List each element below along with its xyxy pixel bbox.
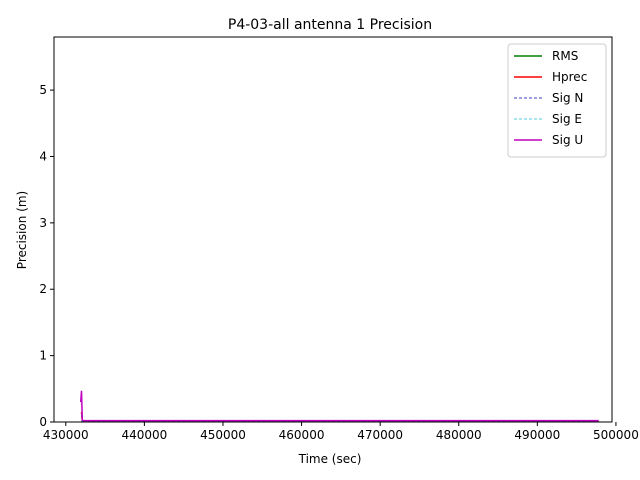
legend-label: RMS [552, 49, 578, 63]
x-tick-label: 460000 [279, 428, 325, 442]
x-tick-label: 430000 [43, 428, 89, 442]
legend-label: Sig N [552, 91, 583, 105]
y-tick-label: 5 [39, 83, 47, 97]
x-tick-label: 480000 [436, 428, 482, 442]
legend: RMS Hprec Sig N Sig E Sig U [507, 43, 607, 158]
plot-area [79, 390, 599, 423]
y-tick-label: 1 [39, 349, 47, 363]
y-axis: 0 1 2 3 4 5 [39, 83, 54, 429]
chart-title: P4-03-all antenna 1 Precision [228, 17, 432, 33]
x-tick-label: 500000 [593, 428, 639, 442]
x-tick-label: 440000 [121, 428, 167, 442]
legend-label: Hprec [552, 70, 587, 84]
y-axis-label: Precision (m) [15, 191, 29, 269]
x-tick-label: 490000 [514, 428, 560, 442]
y-tick-label: 2 [39, 282, 47, 296]
legend-box [507, 43, 607, 158]
x-tick-label: 450000 [200, 428, 246, 442]
series-line-sig-u [79, 390, 599, 422]
x-tick-label: 470000 [357, 428, 403, 442]
y-tick-label: 4 [39, 149, 47, 163]
x-axis: 430000 440000 450000 460000 470000 480000 4900… [43, 422, 639, 442]
legend-label: Sig U [552, 133, 583, 147]
axes-frame [53, 36, 613, 423]
legend-label: Sig E [552, 112, 582, 126]
y-tick-label: 3 [39, 216, 47, 230]
y-tick-label: 0 [39, 415, 47, 429]
x-axis-label: Time (sec) [298, 452, 362, 466]
